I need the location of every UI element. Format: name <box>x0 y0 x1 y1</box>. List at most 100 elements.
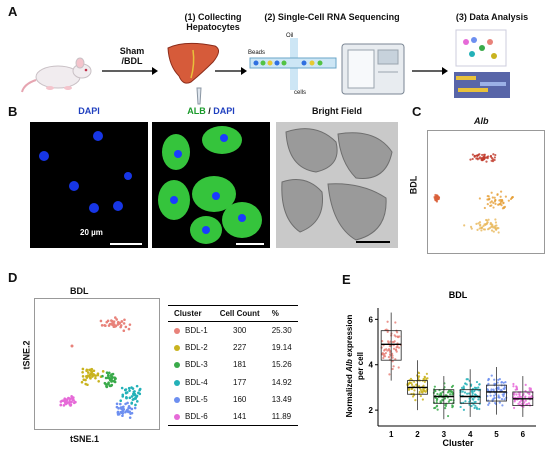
tsne-point <box>92 369 96 373</box>
jitter-point <box>425 372 428 375</box>
feature-point <box>483 206 486 210</box>
tsne-point <box>114 324 118 328</box>
jitter-point <box>396 335 400 339</box>
tsne-point <box>105 383 108 387</box>
tsne-dots <box>59 316 142 419</box>
tsne-point <box>119 406 123 409</box>
feature-point <box>486 157 489 160</box>
jitter-point <box>424 390 427 393</box>
jitter-point <box>471 394 474 397</box>
tsne-point <box>122 405 125 409</box>
jitter-point <box>414 399 417 402</box>
jitter-point <box>496 381 499 384</box>
tsne-point <box>106 374 110 377</box>
arrow-1 <box>102 67 158 75</box>
feature-point <box>493 156 496 159</box>
feature-point <box>469 158 472 161</box>
jitter-point <box>477 398 480 401</box>
feature-point <box>487 155 490 158</box>
table-row: BDL-4 177 14.92 <box>168 374 298 391</box>
jitter-point <box>512 385 515 388</box>
feature-point <box>490 229 494 232</box>
jitter-point <box>475 407 479 410</box>
jitter-point <box>502 395 505 398</box>
feature-point <box>492 153 495 156</box>
jitter-point <box>524 383 527 387</box>
jitter-point <box>392 365 395 368</box>
tsne-point <box>128 389 131 392</box>
cluster-color-dot <box>174 379 180 386</box>
tsne-plot <box>34 298 160 430</box>
feature-point <box>504 195 507 198</box>
jitter-point <box>490 388 493 391</box>
feature-point <box>473 155 476 158</box>
tsne-point <box>119 399 123 403</box>
tsne-point <box>125 396 128 399</box>
feature-point <box>489 204 492 208</box>
jitter-point <box>475 380 479 384</box>
feature-point <box>494 202 497 205</box>
jitter-point <box>516 396 520 399</box>
jitter-point <box>474 404 477 407</box>
panel-c-letter: C <box>412 104 422 119</box>
jitter-point <box>478 407 481 411</box>
tsne-point <box>115 402 119 406</box>
jitter-point <box>460 386 464 389</box>
mini-tsne-dots <box>463 37 497 59</box>
header-cell-count: Cell Count <box>213 305 266 322</box>
tsne-point <box>126 401 129 405</box>
jitter-point <box>443 397 447 400</box>
cluster-color-dot <box>174 396 180 403</box>
jitter-point <box>502 387 505 390</box>
jitter-point <box>515 393 518 396</box>
tsne-point <box>126 408 129 412</box>
jitter-point <box>463 391 467 394</box>
jitter-point <box>502 393 506 396</box>
jitter-point <box>466 378 469 381</box>
jitter-point <box>382 356 385 360</box>
jitter-point <box>435 404 439 407</box>
jitter-point <box>394 358 397 361</box>
tsne-point <box>130 402 133 405</box>
jitter-point <box>419 394 422 398</box>
tsne-point <box>85 369 88 373</box>
jitter-point <box>502 381 505 384</box>
feature-point <box>475 222 478 225</box>
jitter-point <box>466 392 469 395</box>
tsne-point <box>116 413 120 416</box>
tsne-point <box>124 325 128 329</box>
jitter-point <box>459 405 462 409</box>
step1-label: (1) Collecting Hepatocytes <box>184 12 242 32</box>
jitter-point <box>418 390 421 394</box>
jitter-point <box>423 376 426 379</box>
feature-point <box>476 228 479 231</box>
jitter-point <box>488 402 491 405</box>
jitter-point <box>472 403 475 406</box>
jitter-point <box>422 378 426 381</box>
cluster-color-dot <box>174 413 180 420</box>
tsne-point <box>123 318 126 322</box>
tsne-point <box>99 319 103 323</box>
header-percent: % <box>265 305 298 322</box>
jitter-point <box>490 374 493 377</box>
jitter-point <box>413 380 416 383</box>
jitter-point <box>426 377 429 380</box>
x-tick-label: 6 <box>521 430 526 439</box>
tsne-point <box>130 407 134 411</box>
tsne-point <box>138 387 142 391</box>
cluster-table-header: Cluster Cell Count % <box>168 305 298 322</box>
chart-marks <box>380 312 534 420</box>
panel-d-letter: D <box>8 270 18 285</box>
tsne-point <box>122 322 126 325</box>
tsne-point <box>135 394 139 398</box>
tsne-point <box>127 386 131 390</box>
feature-point <box>482 224 485 228</box>
x-tick-label: 4 <box>468 430 473 439</box>
jitter-point <box>470 404 473 408</box>
tsne-xlabel: tSNE.1 <box>70 434 100 444</box>
tsne-point <box>62 404 66 407</box>
jitter-point <box>384 351 388 355</box>
tsne-point <box>104 324 107 328</box>
jitter-point <box>423 380 426 383</box>
chart-axes: 2 4 6 1 2 3 4 5 6 <box>369 308 536 439</box>
